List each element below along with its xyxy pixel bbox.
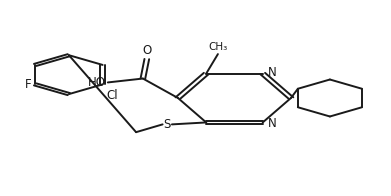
Text: F: F [25,78,31,91]
Text: CH₃: CH₃ [208,42,228,52]
Text: Cl: Cl [106,89,118,102]
Text: S: S [163,118,171,131]
Text: N: N [268,66,276,79]
Text: HO: HO [88,76,106,89]
Text: N: N [268,117,276,130]
Text: O: O [142,44,151,57]
